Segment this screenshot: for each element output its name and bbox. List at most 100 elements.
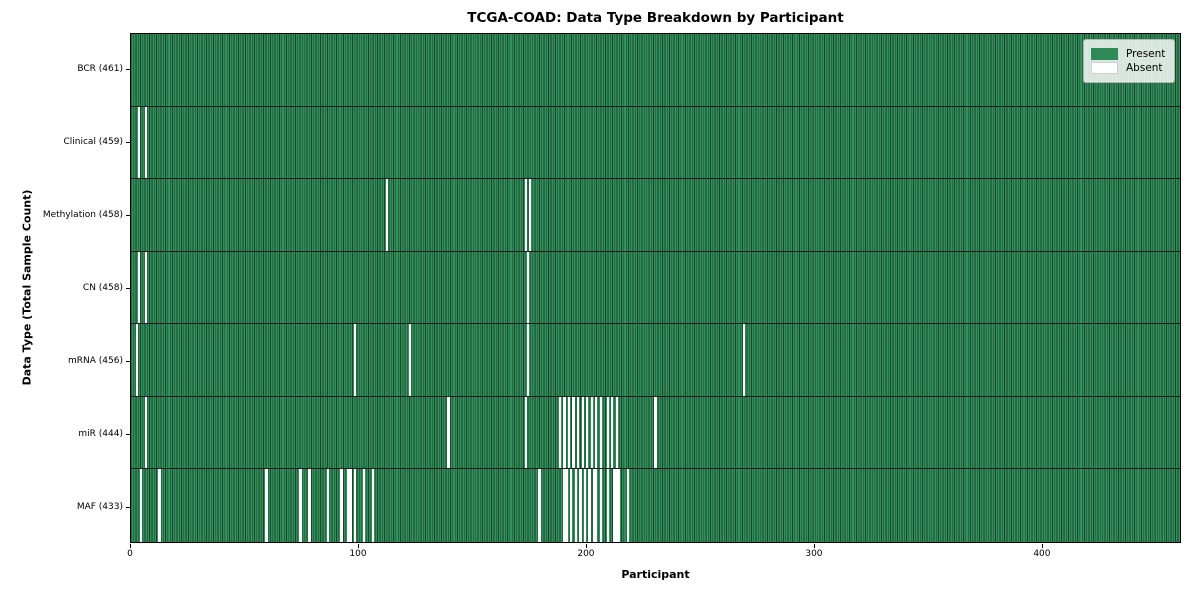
absent-mark — [654, 396, 657, 469]
absent-mark — [586, 396, 589, 469]
absent-mark — [595, 396, 598, 469]
absent-mark — [144, 106, 147, 179]
absent-mark — [308, 469, 311, 542]
y-tick — [126, 69, 130, 71]
heatmap-row — [131, 106, 1180, 180]
absent-mark — [353, 324, 357, 396]
absent-mark — [140, 469, 143, 542]
x-tick — [585, 543, 587, 548]
absent-mark — [613, 469, 616, 542]
absent-mark — [347, 469, 350, 542]
y-tick — [126, 360, 130, 362]
y-tick — [126, 288, 130, 289]
absent-mark — [592, 469, 596, 542]
absent-mark — [340, 469, 343, 542]
plot-area — [130, 33, 1181, 543]
y-tick-label: BCR (461) — [77, 64, 123, 75]
absent-mark — [615, 469, 618, 542]
absent-mark — [326, 469, 329, 542]
y-tick — [126, 215, 130, 217]
x-tick-label: 200 — [577, 549, 595, 559]
present-swatch-icon — [1091, 48, 1118, 60]
absent-mark — [565, 469, 568, 542]
absent-mark — [558, 396, 562, 469]
x-tick — [1041, 543, 1043, 548]
x-tick-label: 400 — [1033, 549, 1051, 559]
absent-mark — [447, 396, 450, 469]
legend-entry-absent: Absent — [1091, 62, 1166, 74]
x-tick — [130, 543, 131, 548]
heatmap-row — [131, 34, 1180, 107]
absent-mark — [615, 396, 618, 469]
absent-mark — [563, 396, 566, 469]
y-tick — [126, 506, 130, 508]
absent-mark — [606, 469, 609, 542]
absent-mark — [581, 396, 584, 469]
x-tick — [813, 543, 815, 548]
x-tick-label: 100 — [349, 549, 367, 559]
absent-mark — [743, 324, 746, 396]
absent-mark — [144, 251, 147, 324]
legend-label-present: Present — [1126, 48, 1166, 60]
absent-mark — [524, 179, 527, 251]
absent-mark — [299, 469, 302, 542]
y-tick — [126, 142, 130, 144]
absent-mark — [599, 469, 603, 542]
heatmap-row — [131, 396, 1180, 470]
y-tick-label: Methylation (458) — [42, 210, 123, 221]
absent-mark — [570, 469, 573, 542]
absent-mark — [627, 469, 630, 542]
absent-mark — [526, 324, 530, 396]
absent-mark — [617, 469, 621, 542]
y-axis-label: Data Type (Total Sample Count) — [20, 189, 34, 386]
chart-title: TCGA-COAD: Data Type Breakdown by Partic… — [467, 10, 844, 26]
absent-mark — [572, 396, 575, 469]
absent-mark — [611, 396, 614, 469]
absent-swatch-icon — [1091, 62, 1118, 74]
y-tick-label: miR (444) — [78, 428, 123, 439]
absent-mark — [137, 251, 141, 324]
heatmap-row — [131, 251, 1180, 325]
absent-mark — [606, 396, 609, 469]
absent-mark — [265, 469, 268, 542]
absent-mark — [408, 324, 411, 396]
absent-mark — [599, 396, 603, 469]
absent-mark — [563, 469, 566, 542]
absent-mark — [538, 469, 541, 542]
absent-mark — [158, 469, 161, 542]
absent-mark — [595, 469, 598, 542]
absent-mark — [579, 469, 582, 542]
legend: Present Absent — [1083, 39, 1175, 83]
y-tick — [126, 433, 130, 435]
absent-mark — [385, 179, 389, 251]
absent-mark — [590, 396, 593, 469]
absent-mark — [526, 251, 530, 324]
absent-mark — [524, 396, 527, 469]
absent-mark — [144, 396, 147, 469]
absent-mark — [529, 179, 532, 251]
heatmap-row — [131, 469, 1180, 542]
absent-mark — [353, 469, 357, 542]
y-tick-label: Clinical (459) — [63, 137, 123, 148]
absent-mark — [363, 469, 366, 542]
absent-mark — [588, 469, 591, 542]
absent-mark — [574, 469, 577, 542]
absent-mark — [567, 396, 571, 469]
x-tick-label: 0 — [127, 549, 133, 559]
heatmap-row — [131, 179, 1180, 252]
absent-mark — [349, 469, 352, 542]
absent-mark — [137, 106, 141, 179]
x-axis-label: Participant — [621, 568, 690, 581]
absent-mark — [135, 324, 138, 396]
heatmap-row — [131, 324, 1180, 397]
absent-mark — [576, 396, 580, 469]
legend-entry-present: Present — [1091, 48, 1166, 60]
y-tick-label: mRNA (456) — [68, 355, 123, 366]
absent-mark — [583, 469, 587, 542]
y-tick-label: MAF (433) — [76, 501, 123, 512]
absent-mark — [372, 469, 375, 542]
x-tick — [357, 543, 359, 548]
x-tick-label: 300 — [805, 549, 823, 559]
legend-label-absent: Absent — [1126, 62, 1163, 74]
